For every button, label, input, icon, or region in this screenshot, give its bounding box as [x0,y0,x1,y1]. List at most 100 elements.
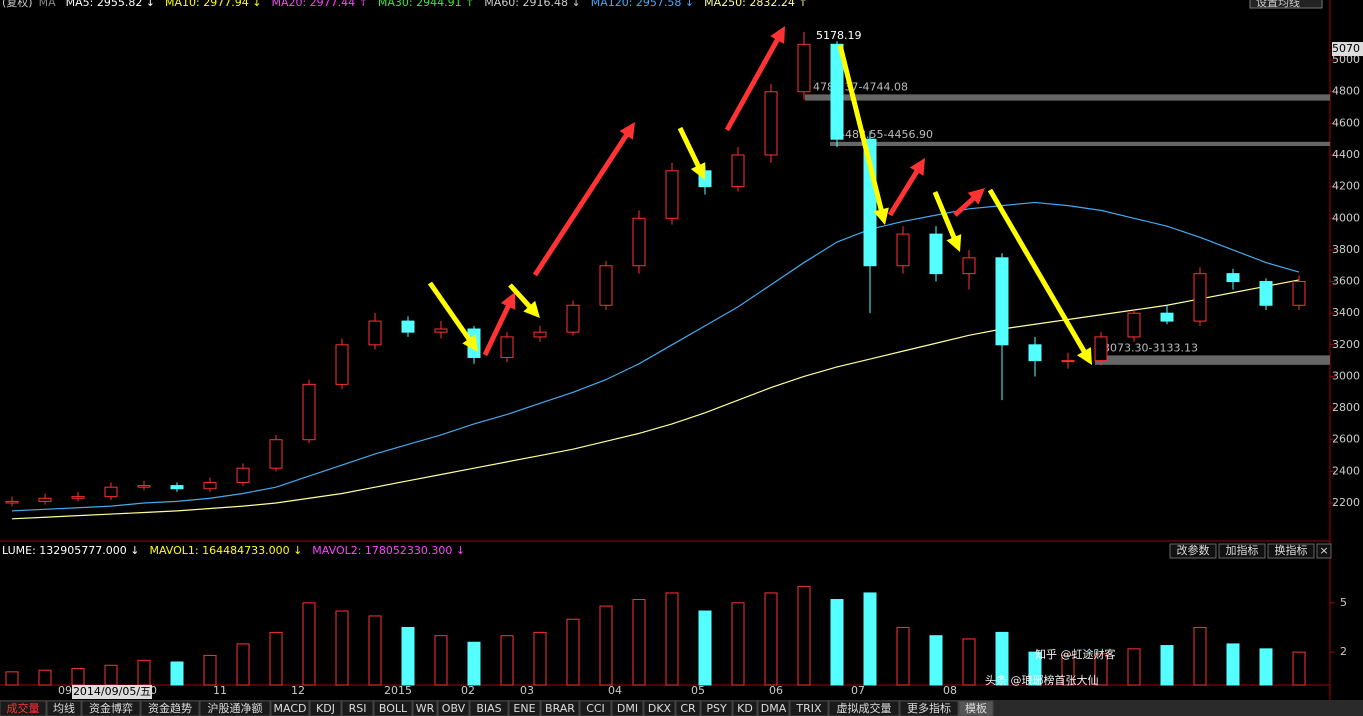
tab-label: 成交量 [7,701,40,715]
volume-bar [38,669,52,686]
tab[interactable] [437,700,470,716]
volume-bar [5,671,19,686]
y-tick-label: 3400 [1332,306,1360,319]
tab[interactable] [828,700,900,716]
tab[interactable] [469,700,509,716]
tab-label: ENE [513,702,535,715]
arrow-shape [837,44,889,225]
tab-label: 虚拟成交量 [837,701,892,715]
x-tick-label: 06 [769,684,783,697]
watermark: 知乎 @虹途财客 [1035,647,1116,661]
volume-bar [401,626,415,686]
level-band [1095,355,1330,365]
volume-button[interactable] [1169,543,1217,559]
volume-bar [1061,654,1075,686]
candle-body [830,43,844,140]
level-band [830,141,1330,147]
tab[interactable] [412,700,438,716]
tab[interactable] [732,700,758,716]
candle-body [896,233,910,267]
candle-body [1193,273,1207,322]
tab[interactable] [270,700,310,716]
volume-tick-label: 5 [1340,596,1347,609]
volume-bar [71,668,85,686]
tab[interactable] [46,700,82,716]
candle-body [566,304,580,333]
ma-label: MA5: 2955.82 ↓ [66,0,155,9]
tab[interactable] [140,700,200,716]
ma-line [11,279,1300,520]
tab[interactable] [958,700,994,716]
volume-button-label: 改参数 [1177,543,1210,557]
tab[interactable] [373,700,413,716]
volume-bar [335,610,349,686]
volume-bar [170,661,184,686]
volume-bar [863,592,877,686]
x-tick-label: 09 [58,684,72,697]
arrow-shape [932,191,962,252]
candle-body [500,336,514,358]
candle-body [434,328,448,333]
volume-bar [1292,651,1306,686]
volume-bar [368,615,382,686]
volume-bar [566,618,580,686]
volume-button[interactable] [1218,543,1266,559]
y-tick-label: 2200 [1332,496,1360,509]
tab[interactable] [643,700,676,716]
candle-body [665,170,679,219]
volume-bar [665,592,679,686]
ma-label: MA20: 2977.44 ↑ [271,0,367,9]
tab[interactable] [675,700,701,716]
level-band [805,94,1330,101]
volume-button-label: 换指标 [1275,543,1308,557]
tab[interactable] [789,700,829,716]
tab-label: 沪股通净额 [208,701,263,715]
volume-bar [500,635,514,686]
arrow [887,158,925,217]
tab-label: DMA [761,702,787,715]
arrow [508,283,540,318]
x-tick-label: 03 [520,684,534,697]
tab[interactable] [0,700,47,716]
y-tick-label: 2600 [1332,433,1360,446]
tab-label: BOLL [379,702,408,715]
setting-button[interactable] [1249,0,1323,9]
tab[interactable] [508,700,541,716]
tab-label: CR [680,702,696,715]
tab[interactable] [899,700,959,716]
candle-body [38,497,52,502]
tab[interactable] [199,700,271,716]
tab[interactable] [81,700,141,716]
cursor-price-box [1332,42,1363,57]
tab[interactable] [341,700,374,716]
tab[interactable] [579,700,612,716]
candle-body [5,500,19,504]
level-label: 4783.37-4744.08 [813,80,908,93]
candle-body [1259,281,1273,306]
candle-body [137,485,151,488]
candle-body [1061,360,1075,363]
tab[interactable] [611,700,644,716]
tab-label: OBV [442,702,466,715]
candle-body [170,485,184,490]
candle-body [203,481,217,490]
tab[interactable] [757,700,790,716]
tab-label: KDJ [316,702,335,715]
tab-label: BIAS [476,702,501,715]
tab[interactable] [540,700,580,716]
cursor-price: 5070 [1332,42,1360,55]
volume-bar [797,585,811,686]
volume-button[interactable] [1316,543,1332,559]
candle-body [764,91,778,156]
y-tick-label: 3600 [1332,275,1360,288]
tab-label: CCI [586,702,605,715]
candle-body [995,257,1009,346]
tab[interactable] [309,700,342,716]
candle-body [302,383,316,441]
volume-button[interactable] [1267,543,1315,559]
tab[interactable] [700,700,733,716]
volume-tick-label: 2 [1340,645,1347,658]
candle-body [731,154,745,188]
cursor-date: 2014/09/05/五 [73,685,151,698]
